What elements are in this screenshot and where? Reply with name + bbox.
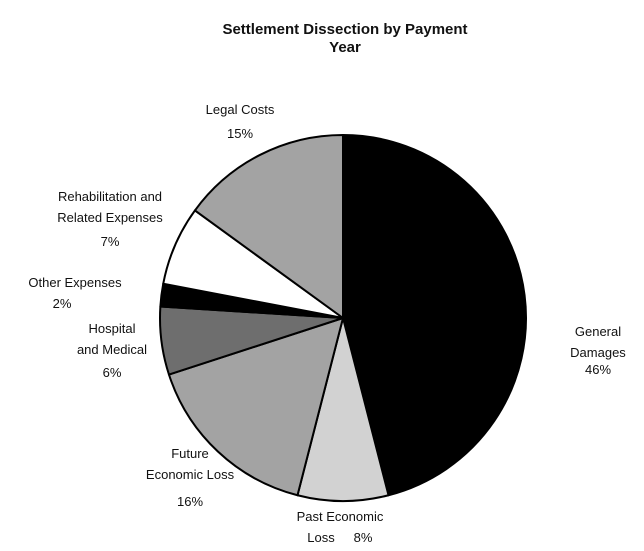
slice-value-label: 2% [53,296,72,311]
pie-slice [342,134,527,497]
slice-label: Hospital and Medical [77,321,147,357]
slice-value-label: 6% [103,365,122,380]
slice-label: Other Expenses [28,275,122,290]
slice-label: Future Economic Loss [146,446,235,482]
slice-label: Legal Costs [206,102,275,117]
slice-value-label: 16% [177,494,203,509]
slice-label: General Damages [570,324,626,360]
slice-value-label: 8% [354,530,373,545]
pie-slice [296,317,390,502]
slice-label: Past Economic Loss [297,509,384,545]
slice-value-label: 7% [101,234,120,249]
pie-slice [193,134,344,319]
slice-label: Rehabilitation and Related Expenses [57,189,163,225]
slice-value-label: 46% [585,362,611,377]
pie-slice [167,317,344,497]
chart-title: Settlement Dissection by Payment Year [222,21,467,56]
slice-value-label: 15% [227,126,253,141]
